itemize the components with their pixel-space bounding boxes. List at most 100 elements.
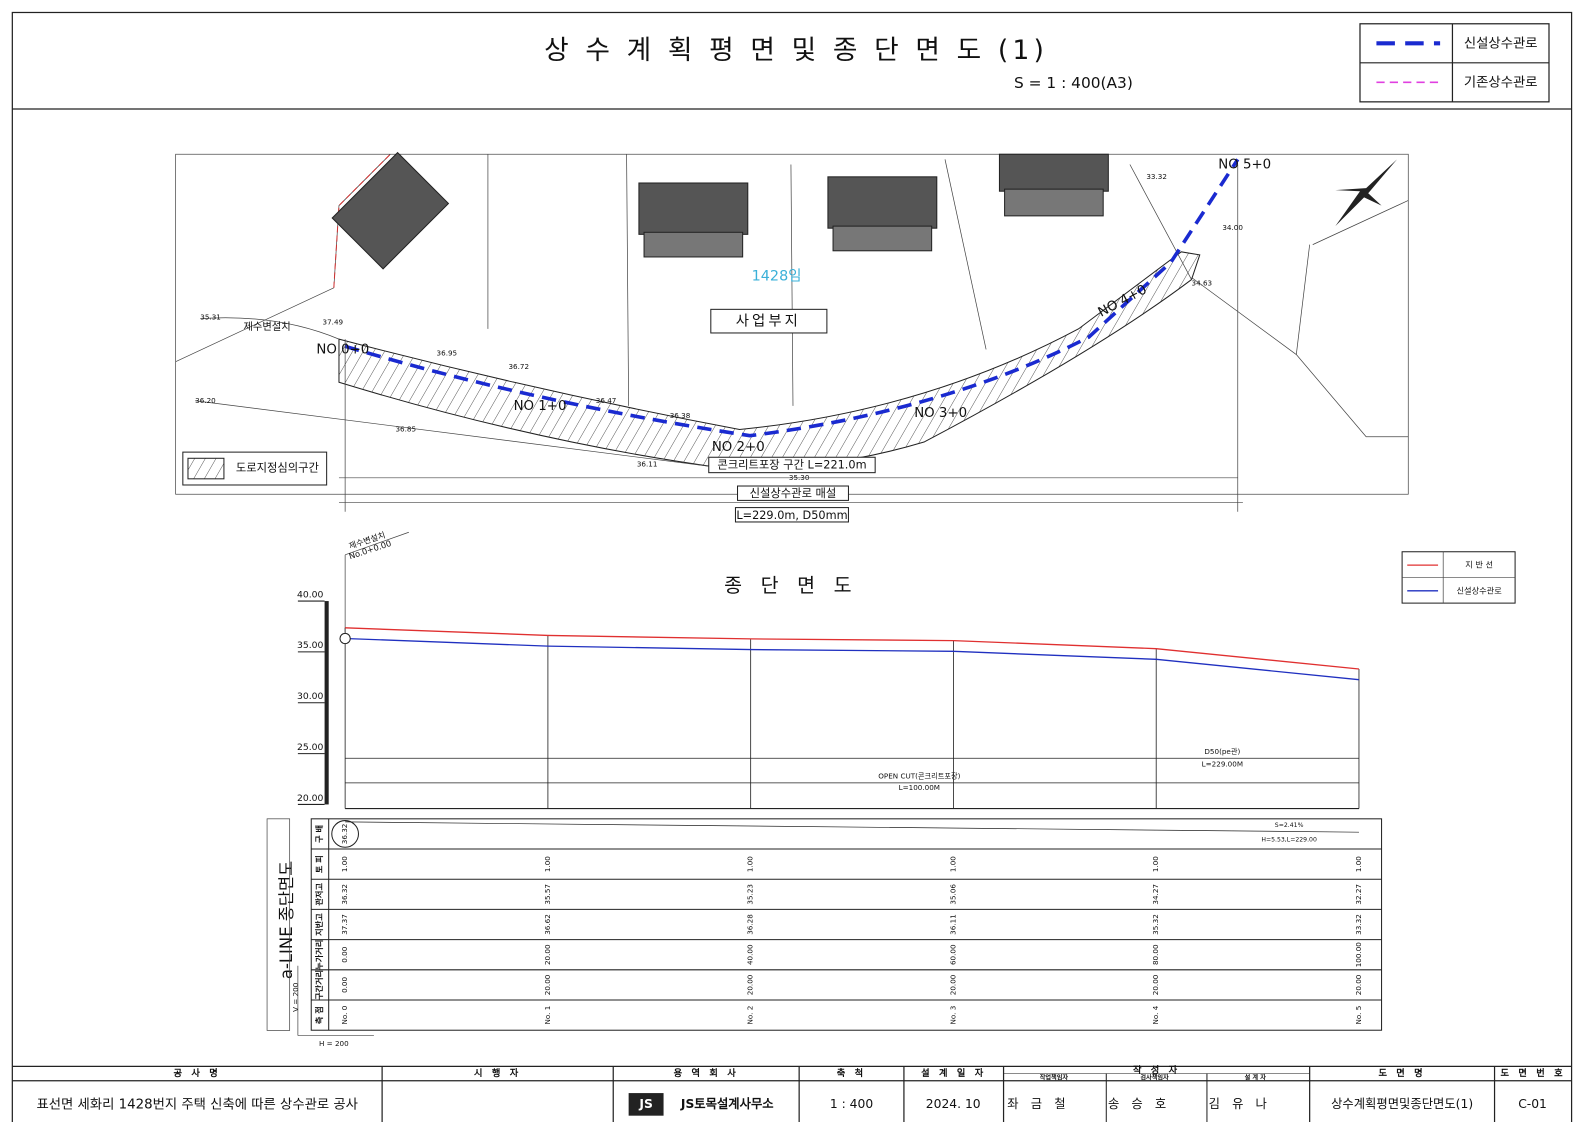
table-value: 1.00: [948, 856, 957, 872]
spot-level: 35.31: [200, 313, 221, 322]
author-role: 설 계 자: [1245, 1074, 1267, 1082]
label-box: [734, 507, 849, 523]
table-value: No. 2: [746, 1006, 755, 1025]
table-value: 36.28: [746, 914, 755, 935]
table-value: 36.32: [340, 884, 349, 905]
row-label: 누가거리: [314, 940, 324, 970]
gradient-slope: S=2.41%: [1275, 822, 1304, 829]
table-value: 60.00: [948, 944, 957, 965]
table-value: 0.00: [340, 946, 349, 962]
table-value: 20.00: [1354, 974, 1363, 995]
road-edge: [195, 164, 1192, 468]
table-value: No. 5: [1354, 1006, 1363, 1025]
table-value: No. 1: [543, 1006, 552, 1025]
y-tick-label: 30.00: [297, 691, 324, 702]
table-value: 33.32: [1354, 914, 1363, 935]
legend-label: 신설상수관로: [1464, 35, 1538, 51]
table-value: 1.00: [1354, 856, 1363, 872]
y-tick-label: 20.00: [297, 793, 324, 804]
gradient-info: H=5.53,L=229.00: [1261, 836, 1317, 843]
table-value: 35.57: [543, 884, 552, 905]
north-arrow: [1335, 159, 1397, 227]
row-label: 지반고: [314, 913, 324, 936]
pipe-spec: L=229.0m, D50mm: [736, 509, 847, 522]
method-label: OPEN CUT(콘크리트포장): [878, 772, 960, 781]
table-value: 35.32: [1151, 914, 1160, 935]
start-leader: [345, 531, 409, 556]
author-name: 좌 금 철: [1007, 1097, 1069, 1111]
company-logo: [628, 1093, 664, 1116]
block-header: 도 면 명: [1378, 1067, 1425, 1079]
start-circle: [331, 820, 360, 848]
block-header: 작 성 자: [1133, 1064, 1180, 1076]
block-header: 공 사 명: [174, 1067, 221, 1079]
hatch-legend-swatch: [187, 457, 225, 480]
h-scale: H = 200: [319, 1039, 349, 1048]
company-name: JS토목설계사무소: [680, 1096, 774, 1111]
ground-line: [345, 627, 1360, 670]
table-value: 1.00: [340, 856, 349, 872]
table-value: 40.00: [746, 944, 755, 965]
author-role: 검사책임자: [1140, 1074, 1169, 1082]
project-name: 표선면 세화리 1428번지 주택 신축에 따른 상수관로 공사: [36, 1096, 357, 1112]
profile-title: 종 단 면 도: [724, 574, 858, 597]
pipe-length: L=229.00M: [1202, 759, 1243, 768]
pipe-label: D50(pe관): [1204, 747, 1240, 756]
spot-level: 36.85: [395, 425, 416, 434]
legend-label: 신설상수관로: [1457, 585, 1503, 595]
table-value: 34.27: [1151, 884, 1160, 905]
legend-label: 지 반 선: [1465, 560, 1493, 570]
buildings: [331, 151, 1109, 270]
block-scale: 1 : 400: [830, 1097, 873, 1111]
table-value: 36.11: [948, 914, 957, 935]
station-label: NO 2+0: [712, 440, 765, 455]
hatched-road: [338, 251, 1201, 469]
new-pipe: [344, 158, 1240, 438]
spot-level: 35.30: [789, 473, 810, 482]
spot-level: 34.63: [1192, 279, 1213, 288]
parcel-label: 1428임: [752, 267, 802, 284]
block-header: 도 면 번 호: [1500, 1067, 1565, 1079]
table-value: 1.00: [543, 856, 552, 872]
table-value: 35.23: [746, 884, 755, 905]
y-tick-label: 35.00: [297, 640, 324, 651]
spot-level: 36.95: [437, 349, 458, 358]
block-header: 용 역 회 사: [674, 1067, 739, 1079]
valve-symbol: [339, 632, 351, 645]
hatch-legend-label: 도로지정심의구간: [236, 462, 319, 475]
v-scale: V = 200: [291, 982, 300, 1012]
boundary: [175, 153, 1409, 438]
legend-label: 기존상수관로: [1464, 74, 1538, 90]
existing-pipe: [333, 153, 391, 288]
profile-table: [310, 818, 1383, 1031]
station-label: NO 0+0: [316, 342, 369, 357]
table-value: 36.62: [543, 914, 552, 935]
station-label: NO 3+0: [914, 406, 967, 421]
row-label: 구 배: [314, 825, 324, 843]
table-value: 20.00: [746, 974, 755, 995]
author-role: 작업책임자: [1040, 1074, 1069, 1082]
table-value: 20.00: [543, 944, 552, 965]
table-value: 1.00: [1151, 856, 1160, 872]
table-value: 35.06: [948, 884, 957, 905]
station-label: NO 5+0: [1218, 158, 1271, 173]
side-box: [266, 818, 291, 1031]
table-value: 80.00: [1151, 944, 1160, 965]
table-value: 32.27: [1354, 884, 1363, 905]
y-tick-label: 25.00: [297, 742, 324, 753]
table-value: 0.00: [340, 976, 349, 992]
station-label: NO 1+0: [514, 399, 567, 414]
gradient-start: 36.32: [340, 824, 349, 845]
table-value: No. 4: [1151, 1005, 1160, 1024]
paving-label: 콘크리트포장 구간 L=221.0m: [717, 458, 866, 471]
spot-level: 34.00: [1222, 223, 1243, 232]
pipe-line: [345, 637, 1360, 681]
sheet-scale: S = 1 : 400(A3): [1014, 74, 1133, 92]
label-box: [737, 485, 849, 501]
table-value: 20.00: [948, 974, 957, 995]
table-value: No. 3: [948, 1006, 957, 1025]
row-label: 구간거리: [314, 970, 324, 1000]
table-value: 1.00: [746, 856, 755, 872]
